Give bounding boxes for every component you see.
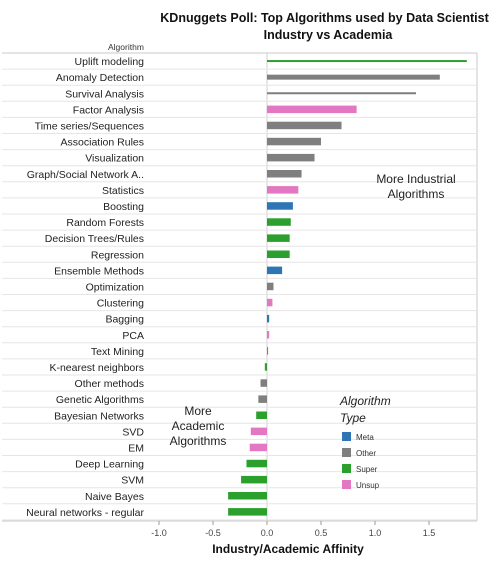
x-tick-label: 0.5 (315, 528, 328, 538)
category-label: SVM (121, 475, 144, 487)
category-label: K-nearest neighbors (49, 362, 144, 374)
category-label: Boosting (103, 201, 144, 213)
category-label: Anomaly Detection (56, 72, 144, 84)
category-label: Clustering (97, 298, 144, 310)
category-label: SVD (122, 426, 144, 438)
bar-factor-analysis (267, 105, 357, 114)
category-label: Naive Bayes (85, 491, 144, 503)
bar-association-rules (267, 137, 321, 146)
legend-title-line-2: Type (340, 411, 366, 425)
x-tick-label: -0.5 (205, 528, 221, 538)
bar-svd (250, 427, 267, 436)
bar-time-series-sequences (267, 121, 342, 130)
legend-swatch-super (342, 464, 351, 473)
legend-label-unsup: Unsup (356, 481, 380, 490)
academic-annotation-line-3: Algorithms (170, 434, 227, 448)
bar-svm (241, 475, 267, 484)
bar-ensemble-methods (267, 266, 283, 275)
bar-uplift-modeling (267, 60, 467, 63)
legend: Meta Other Super Unsup (342, 432, 380, 490)
category-label: Regression (91, 249, 144, 261)
bar-decision-trees-rules (267, 234, 290, 242)
category-label: Random Forests (66, 217, 144, 229)
bar-regression (267, 250, 290, 258)
legend-swatch-unsup (342, 480, 351, 489)
industrial-annotation-line-1: More Industrial (376, 172, 455, 186)
legend-title-line-1: Algorithm (339, 394, 391, 408)
legend-label-other: Other (356, 449, 376, 458)
bar-survival-analysis (267, 92, 417, 95)
bar-marks (228, 60, 467, 516)
legend-swatch-meta (342, 432, 351, 441)
bar-bayesian-networks (256, 411, 267, 419)
bar-random-forests (267, 218, 291, 226)
category-label: Text Mining (91, 346, 144, 358)
category-label: PCA (122, 330, 144, 342)
chart-title-line-2: Industry vs Academia (264, 28, 394, 42)
category-label: Deep Learning (75, 459, 144, 471)
bar-graph-social-network-a (267, 170, 302, 178)
bar-clustering (267, 298, 273, 307)
category-label: Bayesian Networks (54, 410, 144, 422)
row-header-label: Algorithm (108, 42, 144, 52)
bar-genetic-algorithms (258, 395, 267, 403)
category-label: Association Rules (61, 137, 144, 149)
bar-anomaly-detection (267, 74, 440, 80)
x-axis-ticks: -1.0 -0.5 0.0 0.5 1.0 1.5 (151, 521, 435, 538)
x-axis-title: Industry/Academic Affinity (212, 542, 364, 556)
bar-bagging (267, 314, 270, 323)
x-tick-label: 1.5 (423, 528, 436, 538)
bar-visualization (267, 153, 315, 162)
category-label: Factor Analysis (73, 104, 144, 116)
category-label: Uplift modeling (75, 56, 145, 68)
bar-neural-networks-regular (228, 508, 267, 516)
category-label: Neural networks - regular (26, 507, 144, 519)
category-label: Time series/Sequences (35, 120, 144, 132)
x-tick-label: 0.0 (261, 528, 274, 538)
category-label: Graph/Social Network A.. (27, 169, 144, 181)
category-label: Genetic Algorithms (56, 394, 144, 406)
bar-boosting (267, 202, 293, 210)
category-rows: Uplift modeling Anomaly Detection Survival… (2, 56, 477, 521)
bar-em (249, 443, 267, 452)
category-label: Other methods (75, 378, 144, 390)
chart-title-line-1: KDnuggets Poll: Top Algorithms used by D… (160, 11, 489, 25)
bar-text-mining (267, 347, 269, 355)
category-label: Survival Analysis (65, 88, 144, 100)
bar-pca (267, 331, 270, 339)
bar-deep-learning (246, 459, 267, 468)
legend-label-meta: Meta (356, 433, 374, 442)
bar-other-methods (260, 379, 267, 387)
legend-swatch-other (342, 448, 351, 457)
category-label: Statistics (102, 185, 144, 197)
category-label: Visualization (85, 153, 144, 165)
category-label: Decision Trees/Rules (45, 233, 144, 245)
x-tick-label: 1.0 (369, 528, 382, 538)
academic-annotation-line-1: More (184, 404, 212, 418)
category-label: Ensemble Methods (54, 265, 144, 277)
industrial-annotation-line-2: Algorithms (388, 187, 445, 201)
category-label: EM (128, 442, 144, 454)
academic-annotation-line-2: Academic (172, 419, 225, 433)
bar-optimization (267, 282, 274, 291)
bar-statistics (267, 186, 299, 194)
x-tick-label: -1.0 (151, 528, 167, 538)
bar-k-nearest-neighbors (264, 363, 267, 371)
category-label: Optimization (86, 281, 145, 293)
category-label: Bagging (105, 314, 144, 326)
legend-label-super: Super (356, 465, 378, 474)
bar-naive-bayes (228, 492, 267, 500)
